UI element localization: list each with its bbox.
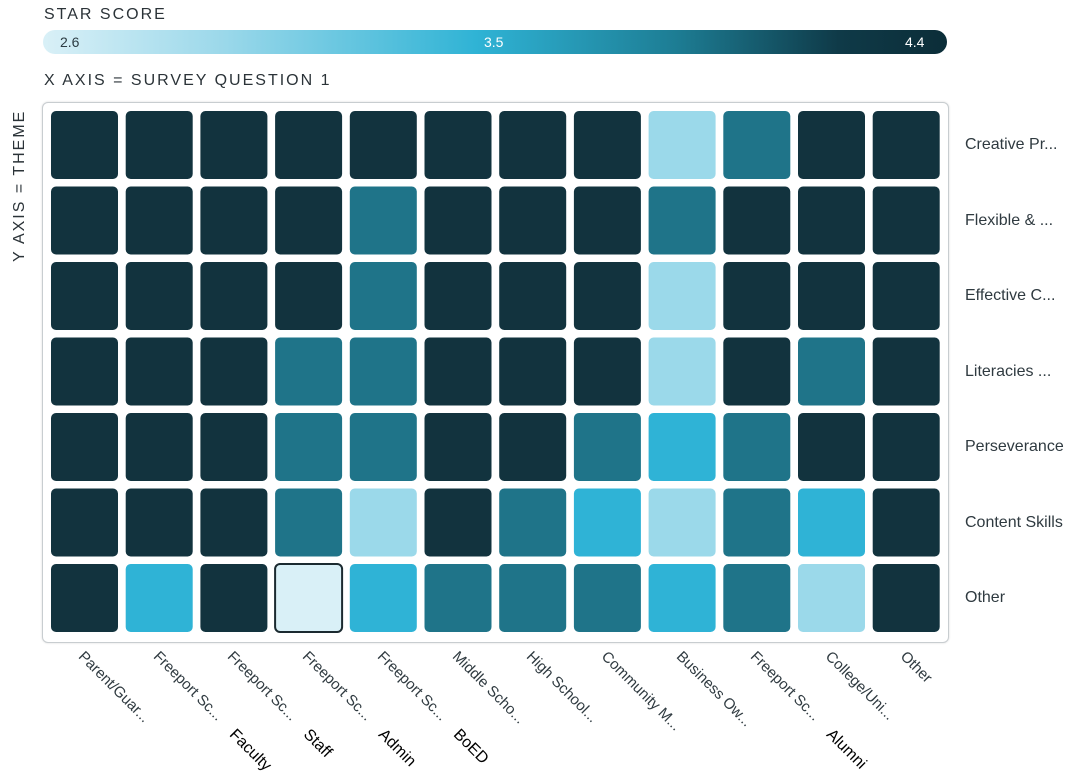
heatmap-cell-r5-c10[interactable]	[798, 488, 865, 557]
heatmap-cell-r6-c5[interactable]	[424, 564, 492, 632]
heatmap-cell-r1-c7[interactable]	[573, 186, 641, 255]
heatmap-cell-r4-c7[interactable]	[573, 413, 641, 481]
heatmap-cell-r5-c8[interactable]	[648, 488, 716, 557]
heatmap-cell-r5-c2[interactable]	[200, 488, 268, 557]
heatmap-cell-r2-c6[interactable]	[499, 262, 567, 330]
heatmap-cell-r4-c10[interactable]	[798, 413, 865, 481]
legend-mid-label: 3.5	[484, 34, 504, 50]
heatmap-cell-r4-c3[interactable]	[275, 413, 343, 481]
heatmap-cell-r6-c10[interactable]	[798, 564, 865, 632]
heatmap-cell-r3-c3[interactable]	[275, 337, 343, 406]
heatmap-cell-r3-c8[interactable]	[648, 337, 716, 406]
heatmap-cell-r3-c6[interactable]	[499, 337, 567, 406]
heatmap-cell-r5-c6[interactable]	[499, 488, 567, 557]
heatmap-cell-r0-c7[interactable]	[573, 111, 641, 179]
heatmap-cell-r3-c4[interactable]	[349, 337, 417, 406]
row-label-5: Content Skills	[965, 513, 1063, 531]
heatmap-cell-r1-c0[interactable]	[51, 186, 118, 255]
heatmap-cell-r4-c0[interactable]	[51, 413, 118, 481]
heatmap-cell-r3-c0[interactable]	[51, 337, 118, 406]
legend-max-label: 4.4	[905, 34, 925, 50]
heatmap-cell-r0-c9[interactable]	[723, 111, 791, 179]
heatmap-cell-r0-c6[interactable]	[499, 111, 567, 179]
heatmap-cell-r4-c1[interactable]	[125, 413, 193, 481]
heatmap-cell-r3-c2[interactable]	[200, 337, 268, 406]
heatmap-cell-r0-c4[interactable]	[349, 111, 417, 179]
heatmap-cell-r6-c3[interactable]	[274, 563, 344, 633]
heatmap-cell-r1-c2[interactable]	[200, 186, 268, 255]
heatmap-cell-r6-c8[interactable]	[648, 564, 716, 632]
heatmap-cell-r6-c11[interactable]	[872, 564, 940, 632]
heatmap-cell-r1-c10[interactable]	[798, 186, 865, 255]
row-label-3: Literacies ...	[965, 362, 1052, 380]
heatmap-cell-r0-c5[interactable]	[424, 111, 492, 179]
heatmap-cell-r5-c5[interactable]	[424, 488, 492, 557]
heatmap-cell-r2-c1[interactable]	[125, 262, 193, 330]
heatmap-cell-r6-c0[interactable]	[51, 564, 118, 632]
heatmap-cell-r3-c9[interactable]	[723, 337, 791, 406]
heatmap-frame	[42, 102, 949, 643]
heatmap-cell-r6-c1[interactable]	[125, 564, 193, 632]
heatmap-cell-r4-c9[interactable]	[723, 413, 791, 481]
heatmap-cell-r1-c8[interactable]	[648, 186, 716, 255]
heatmap-cell-r5-c7[interactable]	[573, 488, 641, 557]
heatmap-cell-r5-c4[interactable]	[349, 488, 417, 557]
heatmap-cell-r1-c5[interactable]	[424, 186, 492, 255]
legend-title: STAR SCORE	[44, 6, 167, 23]
heatmap-cell-r0-c8[interactable]	[648, 111, 716, 179]
heatmap-cell-r6-c6[interactable]	[499, 564, 567, 632]
row-label-0: Creative Pr...	[965, 136, 1058, 153]
heatmap-cell-r2-c7[interactable]	[573, 262, 641, 330]
heatmap-cell-r5-c0[interactable]	[51, 488, 118, 557]
heatmap-cell-r0-c11[interactable]	[872, 111, 940, 179]
heatmap-cell-r1-c11[interactable]	[872, 186, 940, 255]
x-axis-title: X AXIS = SURVEY QUESTION 1	[44, 72, 332, 89]
heatmap-cell-r4-c11[interactable]	[872, 413, 940, 481]
heatmap-cell-r0-c1[interactable]	[125, 111, 193, 179]
heatmap-cell-r3-c5[interactable]	[424, 337, 492, 406]
heatmap-cell-r1-c9[interactable]	[723, 186, 791, 255]
heatmap-cell-r6-c9[interactable]	[723, 564, 791, 632]
heatmap-cell-r2-c8[interactable]	[648, 262, 716, 330]
heatmap-cell-r4-c8[interactable]	[648, 413, 716, 481]
heatmap-cell-r6-c7[interactable]	[573, 564, 641, 632]
legend-min-label: 2.6	[60, 34, 80, 50]
heatmap-cell-r2-c3[interactable]	[275, 262, 343, 330]
heatmap-cell-r1-c4[interactable]	[349, 186, 417, 255]
row-label-4: Perseverance	[965, 438, 1064, 455]
heatmap-cell-r4-c2[interactable]	[200, 413, 268, 481]
heatmap-cell-r1-c6[interactable]	[499, 186, 567, 255]
heatmap-cell-r6-c2[interactable]	[200, 564, 268, 632]
heatmap-cell-r3-c11[interactable]	[872, 337, 940, 406]
heatmap-cell-r6-c4[interactable]	[349, 564, 417, 632]
heatmap-cell-r4-c5[interactable]	[424, 413, 492, 481]
heatmap-cell-r5-c3[interactable]	[275, 488, 343, 557]
heatmap-cell-r5-c11[interactable]	[872, 488, 940, 557]
star-score-color-scale	[43, 30, 947, 54]
heatmap-cell-r2-c11[interactable]	[872, 262, 940, 330]
heatmap-cell-r3-c7[interactable]	[573, 337, 641, 406]
heatmap-cell-r4-c6[interactable]	[499, 413, 567, 481]
heatmap-cell-r3-c10[interactable]	[798, 337, 865, 406]
row-label-1: Flexible & ...	[965, 211, 1054, 229]
row-label-6: Other	[965, 589, 1006, 606]
heatmap-cell-r0-c3[interactable]	[275, 111, 343, 179]
heatmap-cell-r2-c0[interactable]	[51, 262, 118, 330]
heatmap-cell-r5-c9[interactable]	[723, 488, 791, 557]
heatmap-cell-r2-c9[interactable]	[723, 262, 791, 330]
heatmap-cell-r1-c3[interactable]	[275, 186, 343, 255]
heatmap-cell-r4-c4[interactable]	[349, 413, 417, 481]
heatmap-cell-r1-c1[interactable]	[125, 186, 193, 255]
heatmap-cell-r2-c10[interactable]	[798, 262, 865, 330]
heatmap-cell-r2-c2[interactable]	[200, 262, 268, 330]
heatmap-cell-r3-c1[interactable]	[125, 337, 193, 406]
heatmap-cell-r5-c1[interactable]	[125, 488, 193, 557]
heatmap-cell-r2-c5[interactable]	[424, 262, 492, 330]
row-label-2: Effective C...	[965, 287, 1056, 304]
heatmap-cell-r0-c10[interactable]	[798, 111, 865, 179]
heatmap-cell-r2-c4[interactable]	[349, 262, 417, 330]
heatmap-cell-r0-c0[interactable]	[51, 111, 118, 179]
heatmap-cell-r0-c2[interactable]	[200, 111, 268, 179]
